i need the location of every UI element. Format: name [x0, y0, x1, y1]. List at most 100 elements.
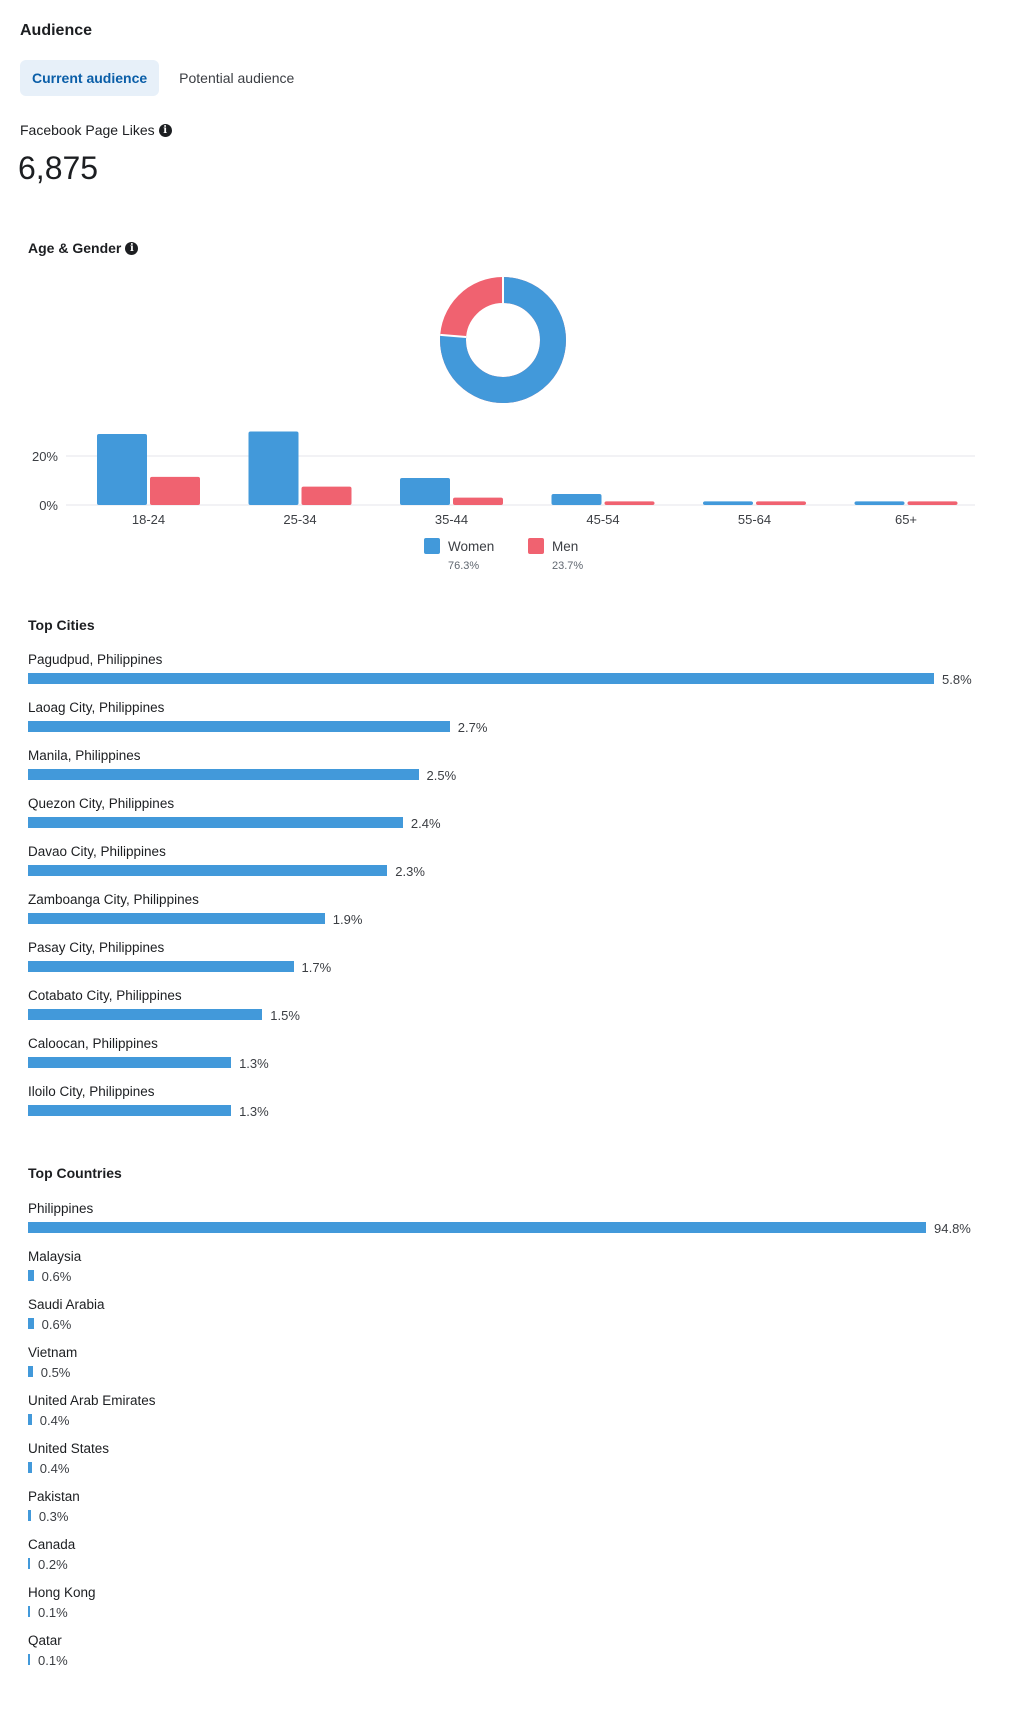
list-item-label: Philippines: [28, 1201, 94, 1216]
legend-women-total: 76.3%: [448, 560, 479, 572]
list-item-bar: [28, 1057, 232, 1068]
list-item-percent: 94.8%: [934, 1221, 971, 1236]
page-likes-value: 6,875: [18, 150, 99, 186]
x-tick-label: 55-64: [738, 512, 771, 527]
list-item-label: Quezon City, Philippines: [28, 796, 175, 811]
list-item: Cotabato City, Philippines 1.5%: [28, 988, 998, 1036]
x-tick-label: 35-44: [435, 512, 468, 527]
list-item-label: United Arab Emirates: [28, 1393, 156, 1408]
list-item-bar: [28, 1654, 30, 1665]
x-tick-label: 18-24: [132, 512, 165, 527]
list-item-percent: 0.3%: [38, 1509, 69, 1524]
list-item-bar: [28, 673, 934, 684]
list-item-bar: [28, 1270, 34, 1281]
legend-women-swatch: [424, 538, 440, 554]
list-item-label: Hong Kong: [28, 1585, 96, 1600]
bar-men: [150, 476, 200, 505]
legend-men-total: 23.7%: [552, 560, 583, 572]
list-item-bar: [28, 1510, 31, 1521]
list-item-percent: 2.5%: [426, 768, 457, 783]
list-item-percent: 0.2%: [38, 1557, 68, 1572]
list-item-percent: 0.5%: [40, 1365, 71, 1380]
legend-men-label: Men: [552, 539, 578, 554]
top-cities-list: Pagudpud, Philippines 5.8% Laoag City, Phi…: [28, 652, 998, 1132]
list-item-bar: [28, 817, 403, 828]
bar-men: [453, 497, 503, 505]
list-item: Saudi Arabia 0.6%: [28, 1297, 998, 1345]
bar-women: [400, 478, 450, 505]
list-item-bar: [28, 1105, 232, 1116]
info-icon[interactable]: i: [158, 123, 172, 137]
list-item: Laoag City, Philippines 2.7%: [28, 700, 998, 748]
list-item: Canada 0.2%: [28, 1537, 998, 1585]
list-item: Davao City, Philippines 2.3%: [28, 844, 998, 892]
list-item-label: Pasay City, Philippines: [28, 940, 165, 955]
bar-men: [756, 501, 806, 505]
list-item-bar: [28, 1606, 30, 1617]
age-gender-chart: 20% 0% 18-24 25-34 35-44 45-54 55-64 65+ Women 76…: [32, 277, 975, 572]
tab-potential-audience[interactable]: Potential audience: [179, 70, 295, 86]
list-item-label: Canada: [28, 1537, 76, 1552]
section-title: Audience: [20, 22, 93, 39]
bar-men: [604, 501, 655, 505]
info-icon[interactable]: i: [125, 241, 139, 255]
list-item-bar: [28, 1366, 33, 1377]
list-item: Pakistan 0.3%: [28, 1489, 998, 1537]
top-countries-list: Philippines 94.8% Malaysia 0.6% Saudi Arabia…: [28, 1201, 998, 1681]
list-item-percent: 1.5%: [270, 1008, 300, 1023]
list-item-bar: [28, 1558, 30, 1569]
x-tick-label: 45-54: [586, 512, 619, 527]
list-item-bar: [28, 913, 325, 924]
audience-tabs: Current audience Potential audience: [20, 60, 306, 96]
age-gender-title: Age & Gender i: [28, 240, 139, 256]
list-item: Pasay City, Philippines 1.7%: [28, 940, 998, 988]
list-item: Qatar 0.1%: [28, 1633, 998, 1681]
list-item-percent: 0.4%: [39, 1461, 70, 1476]
page-likes-label: Facebook Page Likes i: [20, 122, 172, 138]
list-item-bar: [28, 1318, 34, 1329]
list-item-percent: 0.4%: [39, 1413, 70, 1428]
bar-women: [854, 501, 905, 505]
page-likes-label-text: Facebook Page Likes: [20, 122, 155, 138]
legend-men-swatch: [528, 538, 544, 554]
list-item: Manila, Philippines 2.5%: [28, 748, 998, 796]
list-item-label: Qatar: [28, 1633, 62, 1648]
top-cities-title: Top Cities: [28, 617, 95, 633]
list-item-label: Manila, Philippines: [28, 748, 141, 763]
list-item: Philippines 94.8%: [28, 1201, 998, 1249]
list-item-bar: [28, 865, 388, 876]
list-item-label: Saudi Arabia: [28, 1297, 105, 1312]
list-item-label: Zamboanga City, Philippines: [28, 892, 199, 907]
list-item-percent: 2.7%: [457, 720, 488, 735]
top-countries-title: Top Countries: [28, 1165, 122, 1181]
y-tick-label: 20%: [32, 449, 58, 464]
bar-women: [703, 501, 753, 505]
list-item: Hong Kong 0.1%: [28, 1585, 998, 1633]
list-item: Zamboanga City, Philippines 1.9%: [28, 892, 998, 940]
list-item-label: Laoag City, Philippines: [28, 700, 165, 715]
list-item: United Arab Emirates 0.4%: [28, 1393, 998, 1441]
tab-current-audience[interactable]: Current audience: [20, 60, 160, 96]
x-tick-label: 65+: [895, 512, 917, 527]
list-item: Malaysia 0.6%: [28, 1249, 998, 1297]
bar-men: [301, 486, 352, 505]
list-item-percent: 5.8%: [942, 672, 972, 687]
list-item-percent: 2.4%: [410, 816, 441, 831]
list-item: Iloilo City, Philippines 1.3%: [28, 1084, 998, 1132]
list-item: Vietnam 0.5%: [28, 1345, 998, 1393]
list-item-label: United States: [28, 1441, 110, 1456]
bar-women: [551, 493, 602, 505]
list-item-percent: 1.7%: [301, 960, 332, 975]
list-item-label: Pakistan: [28, 1489, 80, 1504]
list-item-percent: 0.6%: [41, 1269, 72, 1284]
list-item-percent: 1.3%: [239, 1056, 269, 1071]
list-item-percent: 0.1%: [38, 1605, 68, 1620]
list-item-bar: [28, 1222, 926, 1233]
bar-women: [248, 431, 299, 505]
legend-women-label: Women: [448, 539, 494, 554]
list-item: United States 0.4%: [28, 1441, 998, 1489]
list-item: Caloocan, Philippines 1.3%: [28, 1036, 998, 1084]
list-item: Quezon City, Philippines 2.4%: [28, 796, 998, 844]
list-item-bar: [28, 769, 419, 780]
list-item-percent: 0.1%: [38, 1653, 68, 1668]
